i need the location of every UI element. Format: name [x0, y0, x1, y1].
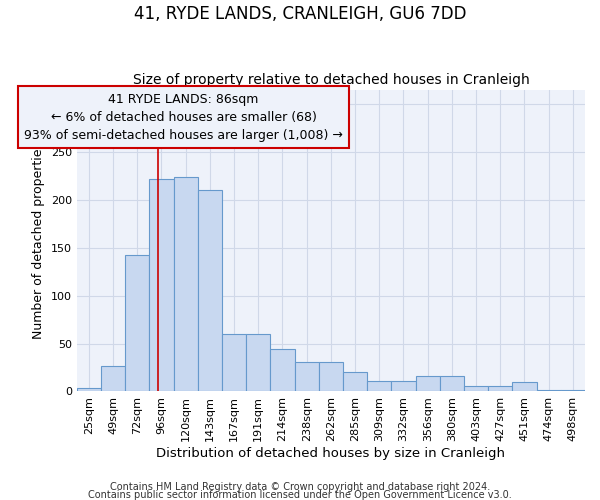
Bar [464, 386, 488, 392]
Bar [125, 256, 149, 392]
Bar [319, 362, 343, 392]
Bar [440, 376, 464, 392]
Bar [416, 376, 440, 392]
Text: 41, RYDE LANDS, CRANLEIGH, GU6 7DD: 41, RYDE LANDS, CRANLEIGH, GU6 7DD [134, 5, 466, 23]
Text: 41 RYDE LANDS: 86sqm
← 6% of detached houses are smaller (68)
93% of semi-detach: 41 RYDE LANDS: 86sqm ← 6% of detached ho… [24, 92, 343, 142]
Y-axis label: Number of detached properties: Number of detached properties [32, 142, 45, 339]
Title: Size of property relative to detached houses in Cranleigh: Size of property relative to detached ho… [133, 73, 529, 87]
Bar [367, 381, 391, 392]
Bar [77, 388, 101, 392]
Bar [391, 381, 416, 392]
Bar [561, 390, 585, 392]
Bar [488, 386, 512, 392]
Bar [295, 362, 319, 392]
Bar [222, 334, 246, 392]
Bar [343, 372, 367, 392]
Bar [536, 390, 561, 392]
Bar [512, 382, 536, 392]
Bar [173, 177, 198, 392]
X-axis label: Distribution of detached houses by size in Cranleigh: Distribution of detached houses by size … [157, 447, 505, 460]
Text: Contains public sector information licensed under the Open Government Licence v3: Contains public sector information licen… [88, 490, 512, 500]
Bar [101, 366, 125, 392]
Text: Contains HM Land Registry data © Crown copyright and database right 2024.: Contains HM Land Registry data © Crown c… [110, 482, 490, 492]
Bar [271, 350, 295, 392]
Bar [149, 178, 173, 392]
Bar [198, 190, 222, 392]
Bar [246, 334, 271, 392]
